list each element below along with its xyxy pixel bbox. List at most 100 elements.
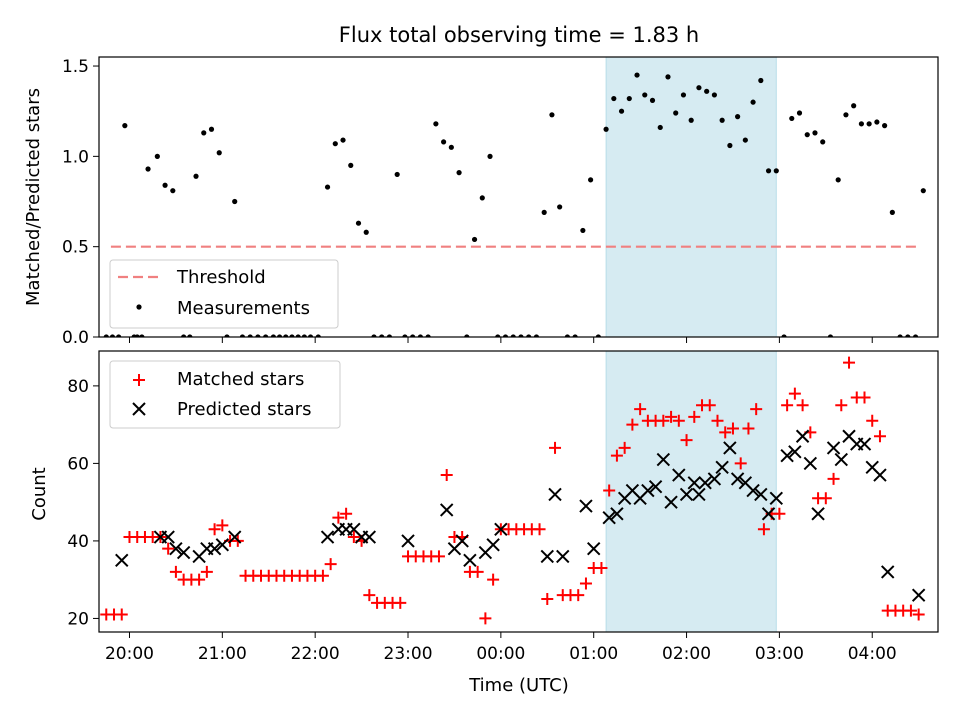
matched-star-point bbox=[873, 430, 886, 443]
measurement-point bbox=[905, 334, 911, 337]
bottom-y-axis: 20 40 60 80 bbox=[67, 377, 99, 629]
matched-star-point bbox=[200, 565, 213, 578]
predicted-star-point bbox=[463, 553, 477, 568]
top-x-axis-ticks bbox=[128, 337, 873, 343]
predicted-star-point bbox=[556, 549, 570, 564]
measurement-point bbox=[866, 121, 872, 127]
predicted-star-point bbox=[761, 507, 776, 521]
top-y-axis-label: Matched/Predicted stars bbox=[23, 88, 44, 306]
predicted-star-point bbox=[455, 534, 469, 548]
matched-star-point bbox=[115, 608, 128, 621]
measurement-point bbox=[363, 229, 369, 235]
measurement-point bbox=[541, 209, 547, 215]
predicted-star-point bbox=[401, 534, 415, 548]
measurement-point bbox=[487, 153, 493, 159]
predicted-star-point bbox=[215, 538, 230, 552]
legend-matched-label: Matched stars bbox=[177, 369, 304, 390]
predicted-star-point bbox=[746, 483, 760, 498]
matched-star-point bbox=[533, 523, 546, 536]
predicted-star-point bbox=[579, 499, 593, 513]
measurement-point bbox=[688, 117, 694, 123]
measurement-point bbox=[657, 124, 663, 131]
measurement-point bbox=[618, 108, 625, 114]
measurement-point bbox=[170, 188, 176, 194]
x-tick-label: 02:00 bbox=[662, 644, 711, 664]
predicted-star-point bbox=[881, 565, 895, 579]
measurement-point bbox=[270, 334, 276, 337]
measurement-point bbox=[417, 334, 423, 337]
matched-star-point bbox=[634, 403, 647, 416]
measurement-point bbox=[835, 177, 841, 183]
measurement-point bbox=[410, 334, 416, 337]
predicted-star-point bbox=[610, 507, 624, 521]
matched-star-point bbox=[711, 414, 724, 427]
measurement-point bbox=[232, 198, 238, 205]
measurement-point bbox=[348, 162, 354, 168]
matched-star-point bbox=[773, 507, 786, 520]
x-tick-label: 04:00 bbox=[848, 644, 897, 664]
predicted-star-point bbox=[754, 487, 768, 502]
matched-star-point bbox=[734, 457, 747, 470]
measurement-point bbox=[727, 142, 733, 149]
measurement-point bbox=[580, 227, 586, 234]
measurement-point bbox=[634, 72, 640, 78]
measurement-point bbox=[109, 334, 116, 337]
predicted-star-point bbox=[811, 507, 825, 521]
measurement-point bbox=[340, 137, 346, 143]
measurement-point bbox=[216, 150, 222, 156]
measurement-point bbox=[479, 195, 485, 201]
top-y-axis: 0.0 0.5 1.0 1.5 bbox=[62, 57, 99, 348]
measurement-point bbox=[122, 123, 128, 129]
y-tick-label: 1.5 bbox=[62, 57, 89, 77]
matched-star-point bbox=[162, 542, 175, 555]
matched-star-point bbox=[703, 399, 716, 412]
predicted-star-point bbox=[687, 476, 701, 490]
matched-star-point bbox=[363, 589, 376, 602]
measurement-point bbox=[276, 334, 283, 337]
matched-star-point bbox=[657, 414, 670, 427]
measurement-point bbox=[402, 334, 408, 337]
predicted-star-point bbox=[664, 495, 678, 509]
predicted-star-point bbox=[161, 530, 175, 544]
measurement-point bbox=[533, 334, 540, 337]
bottom-y-axis-label: Count bbox=[29, 467, 50, 520]
legend-predicted-label: Predicted stars bbox=[177, 399, 311, 420]
predicted-star-point bbox=[439, 503, 454, 517]
matched-star-point bbox=[835, 399, 848, 412]
bottom-legend: Matched stars Predicted stars bbox=[109, 360, 341, 429]
measurement-point bbox=[874, 119, 880, 125]
matched-star-point bbox=[572, 589, 585, 602]
predicted-star-point bbox=[672, 468, 686, 482]
measurement-point bbox=[804, 132, 810, 138]
x-tick-label: 01:00 bbox=[569, 644, 618, 664]
matched-star-point bbox=[858, 391, 871, 404]
legend-measurements-swatch bbox=[136, 304, 142, 310]
x-tick-label: 00:00 bbox=[476, 644, 525, 664]
measurement-point bbox=[603, 126, 609, 132]
measurement-point bbox=[843, 112, 849, 118]
predicted-star-point bbox=[692, 487, 706, 502]
matched-star-point bbox=[665, 410, 678, 423]
matched-star-point bbox=[788, 387, 801, 400]
measurement-point bbox=[704, 88, 710, 94]
measurement-point bbox=[773, 168, 779, 174]
measurement-point bbox=[858, 121, 865, 127]
predicted-star-point bbox=[586, 541, 601, 556]
predicted-star-point bbox=[826, 441, 841, 455]
measurement-point bbox=[897, 334, 903, 337]
matched-star-point bbox=[603, 484, 616, 497]
measurement-point bbox=[208, 126, 215, 132]
matched-star-point bbox=[796, 399, 809, 412]
matched-star-point bbox=[332, 511, 345, 524]
measurement-point bbox=[588, 177, 594, 183]
measurement-point bbox=[750, 99, 756, 105]
measurement-point bbox=[765, 168, 772, 174]
measurement-point bbox=[796, 110, 803, 116]
matched-star-point bbox=[618, 441, 631, 454]
measurement-point bbox=[526, 334, 532, 337]
measurement-point bbox=[394, 171, 400, 178]
measurement-point bbox=[549, 112, 555, 118]
measurement-point bbox=[255, 334, 261, 337]
matched-star-point bbox=[440, 469, 453, 482]
